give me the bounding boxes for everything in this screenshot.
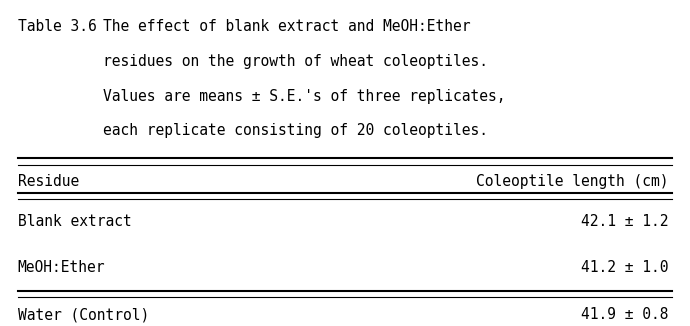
Text: MeOH:Ether: MeOH:Ether [18, 260, 106, 275]
Text: Table 3.6: Table 3.6 [18, 19, 97, 34]
Text: residues on the growth of wheat coleoptiles.: residues on the growth of wheat coleopti… [103, 54, 488, 69]
Text: Residue: Residue [18, 174, 79, 189]
Text: 42.1 ± 1.2: 42.1 ± 1.2 [581, 214, 669, 229]
Text: The effect of blank extract and MeOH:Ether: The effect of blank extract and MeOH:Eth… [103, 19, 471, 34]
Text: 41.2 ± 1.0: 41.2 ± 1.0 [581, 260, 669, 275]
Text: Values are means ± S.E.'s of three replicates,: Values are means ± S.E.'s of three repli… [103, 89, 506, 104]
Text: Coleoptile length (cm): Coleoptile length (cm) [476, 174, 669, 189]
Text: 41.9 ± 0.8: 41.9 ± 0.8 [581, 307, 669, 322]
Text: Water (Control): Water (Control) [18, 307, 149, 322]
Text: each replicate consisting of 20 coleoptiles.: each replicate consisting of 20 coleopti… [103, 123, 488, 138]
Text: Blank extract: Blank extract [18, 214, 132, 229]
